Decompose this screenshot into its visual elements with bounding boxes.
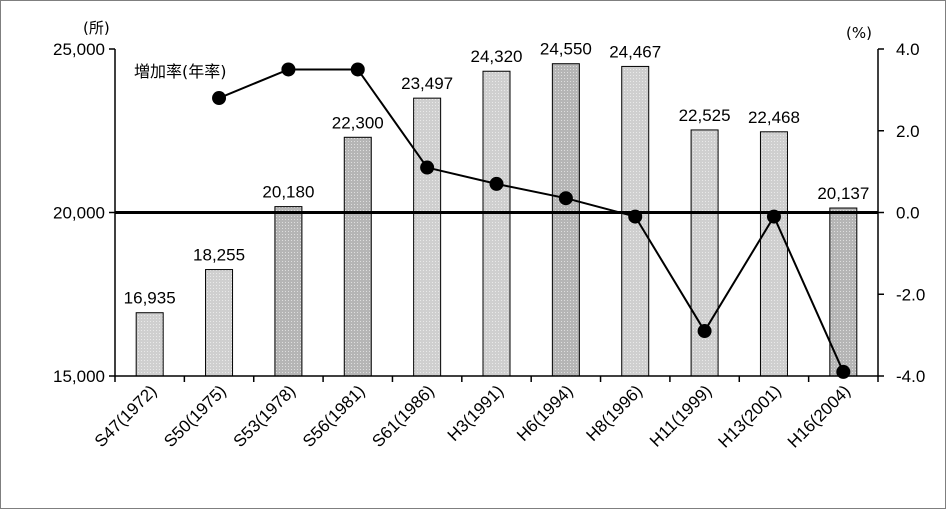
bar-value-label: 22,300	[332, 113, 384, 132]
rate-point-S61(1986)	[420, 160, 435, 175]
bar-18255	[205, 269, 234, 377]
bar-24550	[551, 63, 580, 377]
x-tick-label: H16(2004)	[784, 381, 854, 451]
right-tick-label: -4.0	[896, 367, 925, 386]
bar-20180	[274, 206, 303, 377]
bar-value-label: 24,467	[609, 42, 661, 61]
bars-layer	[135, 63, 858, 377]
bar-23497	[413, 97, 442, 377]
x-tick-label: H6(1994)	[513, 381, 577, 445]
right-tick-label: 4.0	[896, 40, 920, 59]
legend-rate-label: 増加率(年率)	[134, 62, 227, 81]
right-tick-label: -2.0	[896, 285, 925, 304]
x-tick-label: S47(1972)	[91, 381, 161, 451]
bar-16935	[135, 312, 164, 377]
bar-24320	[482, 70, 511, 377]
bar-22525	[690, 129, 719, 377]
bar-value-label: 20,137	[817, 184, 869, 203]
rate-line-layer	[212, 62, 851, 379]
x-tick-label: H13(2001)	[715, 381, 785, 451]
left-axis-unit: (所)	[83, 19, 110, 37]
data-labels-layer: 16,935 18,255 20,180 22,300 23,497 24,320 24,5…	[124, 40, 870, 308]
rate-point-H6(1994)	[558, 191, 573, 206]
rate-point-H8(1996)	[628, 209, 643, 224]
rate-line	[218, 68, 845, 373]
bar-value-label: 16,935	[124, 289, 176, 308]
x-tick-label: H8(1996)	[583, 381, 647, 445]
rate-point-H16(2004)	[836, 364, 851, 379]
rate-point-S50(1975)	[212, 91, 227, 106]
rate-point-H13(2001)	[766, 209, 781, 224]
x-tick-label: S53(1978)	[230, 381, 300, 451]
left-tick-label: 25,000	[53, 40, 105, 59]
left-tick-label: 20,000	[53, 204, 105, 223]
bar-value-label: 24,320	[471, 47, 523, 66]
x-tick-label: S50(1975)	[160, 381, 230, 451]
bar-value-label: 24,550	[540, 40, 592, 59]
bar-value-label: 22,468	[748, 108, 800, 127]
bar-22468	[759, 131, 788, 377]
bar-value-label: 18,255	[193, 246, 245, 265]
right-tick-label: 2.0	[896, 122, 920, 141]
rate-point-S56(1981)	[350, 62, 365, 77]
bar-20137	[829, 207, 858, 377]
bar-value-label: 22,525	[679, 106, 731, 125]
x-tick-label: H11(1999)	[646, 381, 715, 450]
rate-point-H11(1999)	[697, 324, 712, 339]
right-tick-label: 0.0	[896, 204, 920, 223]
x-tick-label: H3(1991)	[444, 381, 508, 445]
x-tick-label: S56(1981)	[299, 381, 369, 451]
right-axis-unit: (%)	[846, 24, 872, 42]
x-tick-label: S61(1986)	[368, 381, 438, 451]
rate-point-S53(1978)	[281, 62, 296, 77]
bar-value-label: 20,180	[262, 183, 314, 202]
bar-value-label: 23,497	[401, 74, 453, 93]
rate-point-H3(1991)	[489, 176, 504, 191]
bar-22300	[343, 136, 372, 377]
left-tick-label: 15,000	[53, 367, 105, 386]
